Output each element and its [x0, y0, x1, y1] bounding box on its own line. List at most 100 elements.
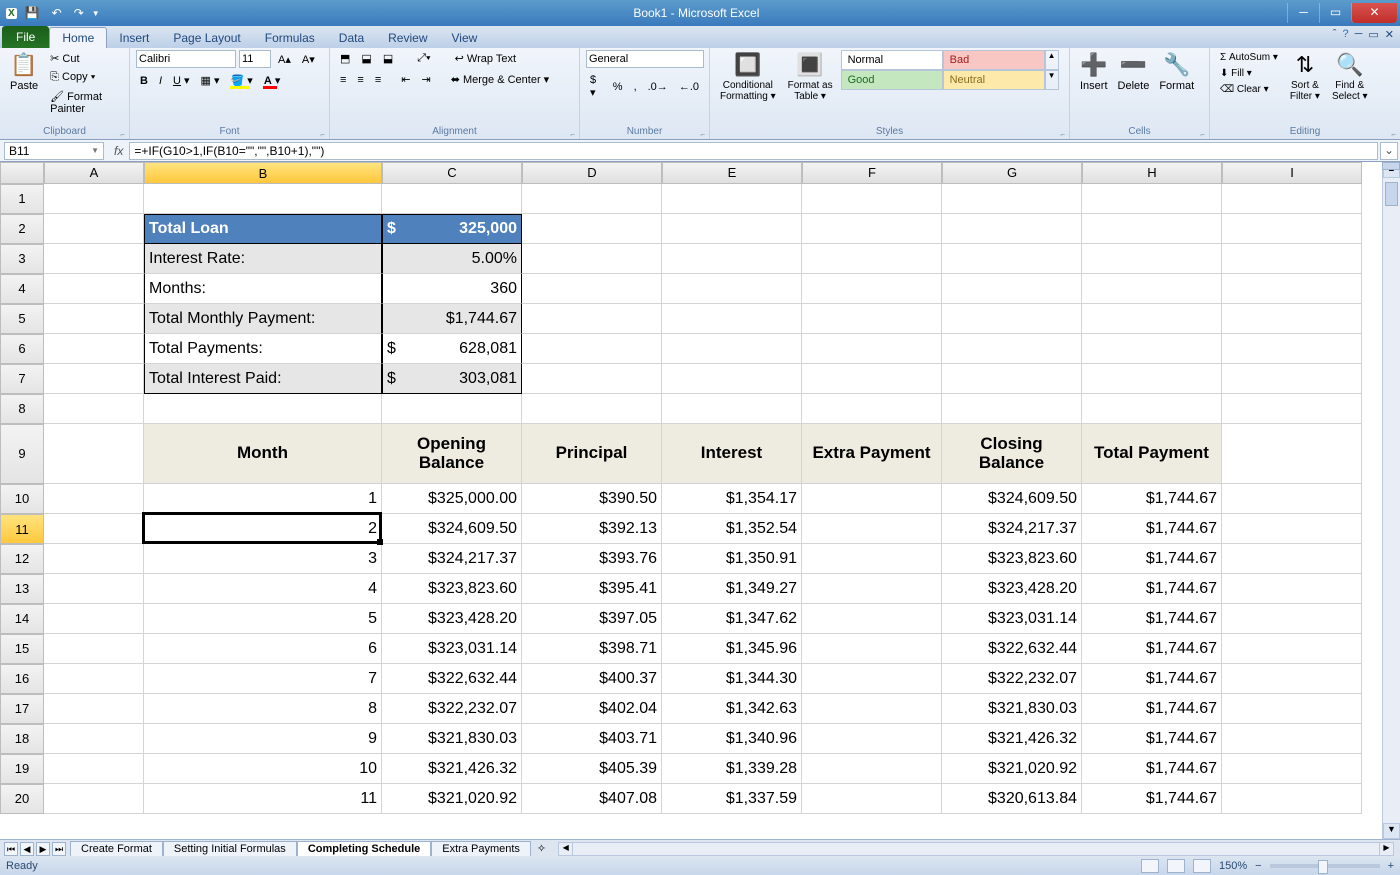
tab-view[interactable]: View: [440, 28, 490, 48]
tab-data[interactable]: Data: [327, 28, 376, 48]
cell[interactable]: [942, 304, 1082, 334]
cell[interactable]: [44, 304, 144, 334]
cell[interactable]: [144, 184, 382, 214]
row-header-11[interactable]: 11: [0, 514, 44, 544]
align-center-icon[interactable]: ≡: [353, 72, 367, 88]
cell-total[interactable]: $1,744.67: [1082, 694, 1222, 724]
hdr-total[interactable]: Total Payment: [1082, 424, 1222, 484]
sheet-tab[interactable]: Completing Schedule: [297, 841, 431, 856]
cell[interactable]: [802, 214, 942, 244]
cell[interactable]: [662, 304, 802, 334]
cell[interactable]: [522, 244, 662, 274]
align-top-icon[interactable]: ⬒: [336, 50, 354, 67]
cell-closing[interactable]: $323,428.20: [942, 574, 1082, 604]
col-header-I[interactable]: I: [1222, 162, 1362, 184]
cell-closing[interactable]: $324,217.37: [942, 514, 1082, 544]
cell[interactable]: [382, 394, 522, 424]
style-neutral[interactable]: Neutral: [943, 70, 1045, 90]
delete-cells-button[interactable]: ➖Delete: [1114, 50, 1154, 94]
cell-interest[interactable]: $1,342.63: [662, 694, 802, 724]
col-header-C[interactable]: C: [382, 162, 522, 184]
tab-formulas[interactable]: Formulas: [253, 28, 327, 48]
cell[interactable]: [1222, 634, 1362, 664]
font-size-input[interactable]: [239, 50, 271, 68]
cell-month[interactable]: 2: [144, 514, 382, 544]
qat-customize-icon[interactable]: ▼: [92, 9, 100, 18]
name-box-dropdown-icon[interactable]: ▼: [91, 146, 99, 155]
cell[interactable]: [1222, 334, 1362, 364]
view-page-layout-icon[interactable]: [1167, 859, 1185, 873]
cell-principal[interactable]: $392.13: [522, 514, 662, 544]
cell-principal[interactable]: $405.39: [522, 754, 662, 784]
qat-redo-icon[interactable]: ↷: [70, 4, 88, 22]
col-header-D[interactable]: D: [522, 162, 662, 184]
decrease-indent-icon[interactable]: ⇤: [397, 71, 414, 88]
cell[interactable]: [942, 334, 1082, 364]
cell-extra[interactable]: [802, 694, 942, 724]
formula-expand-icon[interactable]: ⌄: [1380, 142, 1398, 160]
cell[interactable]: [44, 274, 144, 304]
monthly-payment-label[interactable]: Total Monthly Payment:: [144, 304, 382, 334]
align-right-icon[interactable]: ≡: [371, 72, 385, 88]
increase-indent-icon[interactable]: ⇥: [417, 71, 434, 88]
merge-center-button[interactable]: ⬌ Merge & Center ▾: [447, 71, 554, 88]
cell-interest[interactable]: $1,349.27: [662, 574, 802, 604]
comma-format-icon[interactable]: ,: [630, 79, 641, 95]
italic-button[interactable]: I: [155, 73, 166, 89]
cell[interactable]: [44, 484, 144, 514]
select-all-cell[interactable]: [0, 162, 44, 184]
total-loan-value[interactable]: $325,000: [382, 214, 522, 244]
cell-total[interactable]: $1,744.67: [1082, 664, 1222, 694]
cell[interactable]: [1082, 364, 1222, 394]
copy-button[interactable]: ⎘ Copy ▾: [46, 69, 123, 86]
cell-total[interactable]: $1,744.67: [1082, 724, 1222, 754]
cut-button[interactable]: ✂ Cut: [46, 50, 123, 67]
cell-principal[interactable]: $397.05: [522, 604, 662, 634]
cell[interactable]: [522, 274, 662, 304]
maximize-button[interactable]: ▭: [1319, 3, 1351, 23]
qat-undo-icon[interactable]: ↶: [48, 4, 66, 22]
hdr-extra[interactable]: Extra Payment: [802, 424, 942, 484]
row-header-15[interactable]: 15: [0, 634, 44, 664]
align-left-icon[interactable]: ≡: [336, 72, 350, 88]
hdr-closing[interactable]: Closing Balance: [942, 424, 1082, 484]
cell-opening[interactable]: $321,830.03: [382, 724, 522, 754]
hscroll-left-icon[interactable]: ◀: [559, 843, 573, 855]
cell-opening[interactable]: $322,632.44: [382, 664, 522, 694]
cell[interactable]: [44, 214, 144, 244]
cell[interactable]: [1222, 244, 1362, 274]
cell[interactable]: [44, 574, 144, 604]
fill-color-button[interactable]: 🪣 ▾: [227, 72, 257, 89]
cell-extra[interactable]: [802, 634, 942, 664]
cell-month[interactable]: 9: [144, 724, 382, 754]
cell[interactable]: [1222, 364, 1362, 394]
cell-styles-gallery[interactable]: Normal Bad ▲ Good Neutral ▼: [841, 50, 1059, 104]
worksheet-grid[interactable]: ABCDEFGHI 12Total Loan$325,0003Interest …: [0, 162, 1400, 839]
total-interest-value[interactable]: $303,081: [382, 364, 522, 394]
row-header-8[interactable]: 8: [0, 394, 44, 424]
cell-principal[interactable]: $395.41: [522, 574, 662, 604]
cell[interactable]: [44, 604, 144, 634]
cell[interactable]: [662, 394, 802, 424]
sheet-nav-next-icon[interactable]: ▶: [36, 842, 50, 856]
cell[interactable]: [662, 214, 802, 244]
row-header-20[interactable]: 20: [0, 784, 44, 814]
cell[interactable]: [802, 334, 942, 364]
cell[interactable]: [382, 184, 522, 214]
scroll-thumb[interactable]: [1385, 182, 1398, 206]
cell[interactable]: [1222, 184, 1362, 214]
cell[interactable]: [1082, 304, 1222, 334]
cell[interactable]: [802, 244, 942, 274]
col-header-A[interactable]: A: [44, 162, 144, 184]
cell-closing[interactable]: $322,632.44: [942, 634, 1082, 664]
col-header-H[interactable]: H: [1082, 162, 1222, 184]
sheet-nav-last-icon[interactable]: ⏭: [52, 842, 66, 856]
hdr-principal[interactable]: Principal: [522, 424, 662, 484]
cell[interactable]: [1222, 484, 1362, 514]
col-header-E[interactable]: E: [662, 162, 802, 184]
cell[interactable]: [942, 214, 1082, 244]
cell[interactable]: [1222, 664, 1362, 694]
interest-rate-label[interactable]: Interest Rate:: [144, 244, 382, 274]
cell[interactable]: [1222, 514, 1362, 544]
total-payments-label[interactable]: Total Payments:: [144, 334, 382, 364]
